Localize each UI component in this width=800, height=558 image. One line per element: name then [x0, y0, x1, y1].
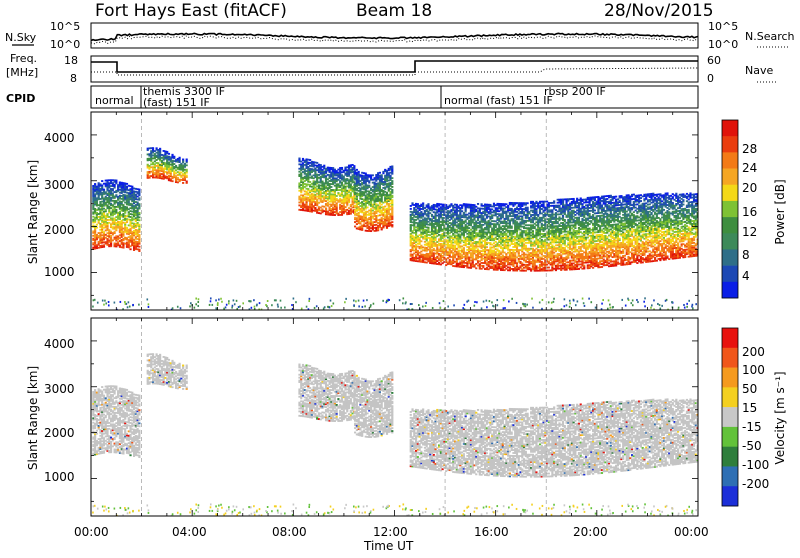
velocity-cb-label: Velocity [m s⁻¹]	[773, 371, 787, 464]
power-cb-24: 24	[742, 161, 757, 175]
velocity-panel: Slant Range [km] 1000 2000 3000 4000	[26, 318, 699, 517]
freq-label: Freq.	[10, 52, 37, 65]
vel-cb-m200: -200	[742, 477, 769, 491]
power-cb-12: 12	[742, 225, 757, 239]
cpid-segment-3: (fast) 151 IF	[143, 96, 210, 109]
vel-cb-200: 200	[742, 345, 765, 359]
power-ylabel: Slant Range [km]	[26, 160, 40, 264]
velocity-ytick-4000: 4000	[44, 337, 75, 351]
search-noise-line	[91, 36, 698, 44]
freq-tick-high: 18	[64, 54, 78, 67]
station-title: Fort Hays East (fitACF)	[95, 1, 287, 21]
sky-tick-high: 10^5	[50, 20, 80, 33]
velocity-scatter	[92, 318, 699, 517]
vel-cb-15: 15	[742, 401, 757, 415]
cpid-panel: CPID normal themis 3300 IF (fast) 151 IF…	[6, 85, 698, 109]
power-cb-20: 20	[742, 181, 757, 195]
date-title: 28/Nov/2015	[604, 1, 714, 21]
xtick-0400: 04:00	[172, 525, 207, 539]
power-cb-label: Power [dB]	[773, 179, 787, 244]
power-cb-16: 16	[742, 205, 757, 219]
search-label: N.Search	[745, 30, 795, 43]
sky-tick-low: 10^0	[50, 38, 80, 51]
velocity-colorbar: 200 100 50 15 -15 -50 -100 -200 Velocity…	[722, 328, 787, 506]
xtick-1200: 12:00	[373, 525, 408, 539]
sky-noise-line	[91, 33, 698, 40]
noise-panel: N.Sky 10^5 10^0 10^5 10^0 N.Search	[5, 20, 795, 51]
velocity-ytick-3000: 3000	[44, 382, 75, 396]
sky-label: N.Sky	[5, 31, 37, 44]
vel-cb-100: 100	[742, 363, 765, 377]
xtick-0000: 00:00	[74, 525, 109, 539]
power-scatter	[92, 112, 699, 311]
search-tick-high: 10^5	[708, 20, 738, 33]
cpid-segment-5: rbsp 200 IF	[544, 85, 606, 98]
x-axis-label: Time UT	[363, 539, 414, 553]
cpid-label: CPID	[6, 92, 35, 105]
power-ytick-2000: 2000	[44, 223, 75, 237]
cpid-segment-4: normal (fast) 151 IF	[444, 94, 553, 107]
power-cb-4: 4	[742, 269, 750, 283]
beam-title: Beam 18	[356, 1, 432, 21]
power-cb-28: 28	[742, 142, 757, 156]
freq-tick-low: 8	[70, 72, 77, 85]
vel-cb-m15: -15	[742, 420, 762, 434]
freq-line	[91, 61, 698, 72]
search-tick-low: 10^0	[708, 38, 738, 51]
xtick-0000-end: 00:00	[674, 525, 709, 539]
power-ytick-3000: 3000	[44, 178, 75, 192]
nave-tick-high: 60	[707, 54, 721, 67]
power-colorbar: 28 24 20 16 12 8 4 Power [dB]	[722, 120, 787, 298]
cpid-segment-1: normal	[95, 94, 134, 107]
vel-cb-m100: -100	[742, 458, 769, 472]
velocity-ylabel: Slant Range [km]	[26, 366, 40, 470]
vel-cb-50: 50	[742, 382, 757, 396]
xtick-1600: 16:00	[474, 525, 509, 539]
power-ytick-1000: 1000	[44, 265, 75, 279]
freq-unit: [MHz]	[6, 66, 38, 79]
nave-tick-low: 0	[707, 72, 714, 85]
velocity-ytick-2000: 2000	[44, 426, 75, 440]
x-axis: 00:00 04:00 08:00 12:00 16:00 20:00 00:0…	[74, 525, 709, 553]
xtick-0800: 08:00	[272, 525, 307, 539]
velocity-ytick-1000: 1000	[44, 470, 75, 484]
freq-panel: Freq. [MHz] 18 8 60 0 Nave	[6, 52, 778, 85]
xtick-2000: 20:00	[573, 525, 608, 539]
power-cb-8: 8	[742, 248, 750, 262]
vel-cb-m50: -50	[742, 439, 762, 453]
power-panel: Slant Range [km] 1000 2000 3000 4000	[26, 112, 699, 311]
nave-label: Nave	[745, 64, 773, 77]
power-ytick-4000: 4000	[44, 131, 75, 145]
